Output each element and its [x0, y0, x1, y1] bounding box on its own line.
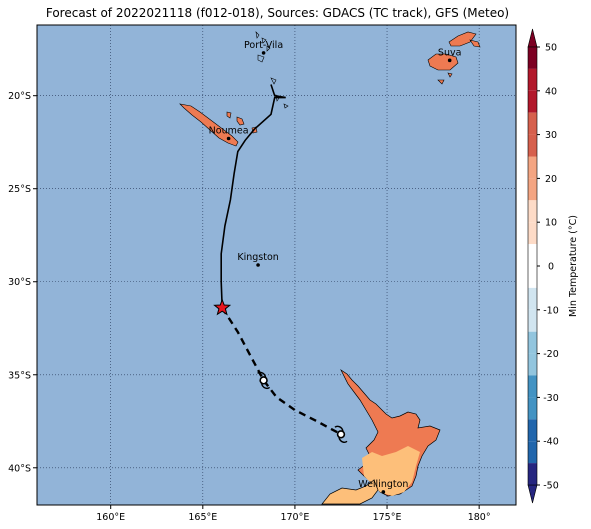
colorbar-swatch [528, 266, 537, 288]
x-tick-label: 170°E [280, 512, 309, 523]
colorbar-swatch [528, 375, 537, 398]
colorbar-swatch [528, 397, 537, 420]
colorbar-swatch [528, 331, 537, 354]
land-vanuatu [255, 31, 289, 109]
y-tick-label: 30°S [8, 277, 31, 288]
x-tick-label: 165°E [188, 512, 217, 523]
land-new-zealand-south [321, 479, 379, 505]
colorbar-tick-label: 30 [545, 130, 557, 141]
colorbar-swatch [528, 200, 537, 223]
graticule [37, 25, 516, 505]
city-label: Noumea [209, 125, 249, 136]
city-marker: Wellington [358, 479, 408, 494]
colorbar-tick-label: -20 [543, 349, 559, 360]
city-label: Kingston [237, 252, 278, 263]
land-new-caledonia [179, 103, 239, 147]
cyclone-icon [334, 425, 348, 443]
land-fiji-north [437, 31, 481, 85]
colorbar-swatch [528, 112, 537, 135]
colorbar-swatch [528, 463, 537, 485]
colorbar-swatch [528, 68, 537, 91]
colorbar-swatch [528, 309, 537, 332]
ocean-area [37, 25, 516, 505]
colorbar-tick-label: 20 [545, 174, 557, 185]
colorbar-swatch [528, 222, 537, 245]
map-title: Forecast of 2022021118 (f012-018), Sourc… [45, 6, 510, 20]
colorbar-swatch [528, 134, 537, 157]
colorbar-tick-label: 10 [545, 218, 557, 229]
x-tick-label: 175°E [373, 512, 402, 523]
city-label: Suva [438, 47, 462, 58]
colorbar-swatch [528, 419, 537, 442]
colorbar-tick-label: -30 [543, 393, 559, 404]
city-dot [226, 136, 231, 141]
city-marker: Noumea [209, 125, 249, 141]
colorbar-tick-label: 50 [545, 43, 557, 54]
cyclone-icon [257, 371, 271, 389]
colorbar-swatch [528, 178, 537, 201]
city-dot [261, 51, 266, 55]
colorbar-tick-label: -50 [543, 481, 559, 492]
y-tick-label: 40°S [8, 463, 31, 474]
city-dot [256, 263, 260, 267]
city-marker: Port-Vila [244, 40, 283, 55]
cyclone-track-observed [220, 84, 286, 308]
colorbar-max-arrow [527, 28, 538, 48]
city-label: Port-Vila [244, 40, 283, 51]
x-tick-label: 160°E [96, 512, 125, 523]
colorbar-swatch [528, 156, 537, 179]
colorbar-tick-label: -40 [543, 437, 559, 448]
city-marker: Kingston [237, 252, 279, 267]
city-marker: Suva [438, 47, 462, 63]
y-tick-label: 35°S [8, 370, 31, 381]
colorbar-label: Min Temperature (°C) [568, 215, 579, 317]
land-fiji [427, 53, 459, 71]
colorbar-swatch [528, 47, 537, 69]
colorbar-tick-label: -10 [543, 305, 559, 316]
city-dot [381, 490, 386, 494]
colorbar-swatch [528, 244, 537, 266]
cyclone-track-forecast [221, 307, 342, 436]
y-tick-label: 20°S [8, 91, 31, 102]
y-tick-label: 25°S [8, 184, 31, 195]
map-frame [36, 24, 517, 506]
colorbar: 50 40 30 20 10 0 -10 -20 -30 -40 -50 [527, 28, 559, 504]
x-tick-label: 180° [468, 512, 491, 523]
star-icon [213, 298, 232, 316]
colorbar-tick-label: 40 [545, 86, 557, 97]
colorbar-tick-label: 0 [548, 262, 554, 273]
land-new-zealand-north-south [362, 446, 420, 496]
city-dot [447, 58, 452, 63]
colorbar-min-arrow [527, 484, 538, 504]
colorbar-swatch [528, 441, 537, 464]
colorbar-swatch [528, 353, 537, 376]
colorbar-swatch [528, 287, 537, 310]
city-label: Wellington [358, 479, 408, 490]
colorbar-swatch [528, 90, 537, 113]
